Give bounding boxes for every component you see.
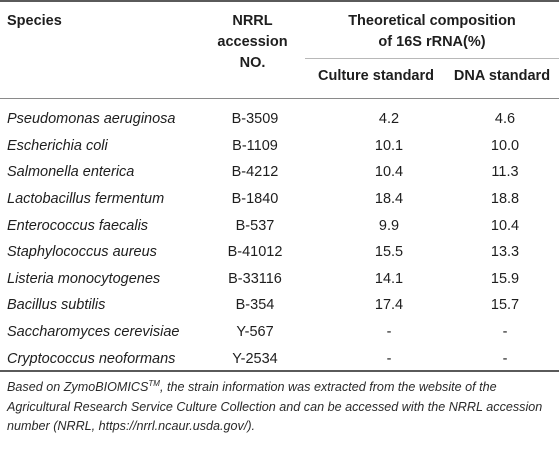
table-footnote: Based on ZymoBIOMICSTM, the strain infor… [7, 378, 555, 437]
dna-value: - [502, 350, 508, 367]
table-row: Cryptococcus neoformans Y-2534 - - [0, 345, 559, 372]
species-name: Enterococcus faecalis [7, 217, 149, 234]
culture-value: 9.9 [378, 217, 400, 234]
dna-value: 15.9 [490, 270, 520, 287]
species-name: Lactobacillus fermentum [7, 191, 165, 208]
culture-value: - [386, 350, 392, 367]
dna-value: 10.0 [490, 137, 520, 154]
species-name: Cryptococcus neoformans [7, 350, 176, 367]
accession-number: B-1109 [232, 137, 278, 154]
header-accession-line3: NO. [239, 55, 266, 71]
species-name: Pseudomonas aeruginosa [7, 111, 176, 128]
header-composition-line2: of 16S rRNA(%) [378, 34, 486, 50]
accession-number: B-33116 [228, 270, 282, 287]
culture-value: - [386, 324, 392, 341]
accession-number: B-41012 [227, 244, 283, 261]
table-bottom-rule [0, 370, 559, 372]
dna-value: 4.6 [494, 111, 516, 128]
dna-value: 10.4 [490, 217, 520, 234]
species-table-body: Pseudomonas aeruginosa B-3509 4.2 4.6 Esche… [0, 106, 559, 372]
table-row: Saccharomyces cerevisiae Y-567 - - [0, 319, 559, 346]
culture-value: 10.4 [374, 164, 404, 181]
species-name: Bacillus subtilis [7, 297, 106, 314]
culture-value: 18.4 [374, 191, 404, 208]
species-name: Saccharomyces cerevisiae [7, 324, 180, 341]
header-accession-line1: NRRL [232, 13, 273, 29]
table-row: Salmonella enterica B-4212 10.4 11.3 [0, 159, 559, 186]
table-row: Pseudomonas aeruginosa B-3509 4.2 4.6 [0, 106, 559, 133]
header-bottom-rule [0, 98, 559, 99]
header-accession: NRRL accession NO. [205, 11, 300, 74]
culture-value: 15.5 [374, 244, 404, 261]
footnote-prefix: Based on ZymoBIOMICS [7, 380, 149, 394]
dna-value: 18.8 [490, 191, 520, 208]
table-row: Bacillus subtilis B-354 17.4 15.7 [0, 292, 559, 319]
culture-value: 14.1 [374, 270, 404, 287]
species-name: Staphylococcus aureus [7, 244, 157, 261]
dna-value: 13.3 [490, 244, 520, 261]
header-species: Species [7, 13, 62, 29]
header-subrule [305, 58, 559, 59]
accession-number: B-1840 [231, 191, 279, 208]
header-dna-standard: DNA standard [453, 68, 551, 84]
species-name: Listeria monocytogenes [7, 270, 161, 287]
culture-value: 4.2 [378, 111, 400, 128]
accession-number: B-354 [235, 297, 275, 314]
culture-value: 10.1 [374, 137, 404, 154]
top-rule [0, 0, 559, 2]
header-culture-standard: Culture standard [317, 68, 434, 84]
table-row: Listeria monocytogenes B-33116 14.1 15.9 [0, 266, 559, 293]
species-table: Pseudomonas aeruginosa B-3509 4.2 4.6 Esche… [0, 106, 559, 372]
table-row: Staphylococcus aureus B-41012 15.5 13.3 [0, 239, 559, 266]
dna-value: 15.7 [490, 297, 520, 314]
header-composition-line1: Theoretical composition [348, 13, 516, 29]
species-name: Escherichia coli [7, 137, 108, 154]
accession-number: B-3509 [231, 111, 279, 128]
table-row: Escherichia coli B-1109 10.1 10.0 [0, 133, 559, 160]
header-accession-line2: accession [217, 34, 288, 50]
accession-number: Y-567 [236, 324, 274, 341]
culture-value: 17.4 [374, 297, 404, 314]
species-name: Salmonella enterica [7, 164, 135, 181]
accession-number: Y-2534 [232, 350, 278, 367]
dna-value: - [502, 324, 508, 341]
footnote-trademark: TM [148, 378, 160, 388]
accession-number: B-537 [235, 217, 275, 234]
dna-value: 11.3 [491, 164, 519, 181]
table-row: Enterococcus faecalis B-537 9.9 10.4 [0, 212, 559, 239]
footnote-text: , the strain information was extracted f… [7, 380, 543, 433]
accession-number: B-4212 [231, 164, 279, 181]
table-row: Lactobacillus fermentum B-1840 18.4 18.8 [0, 186, 559, 213]
header-composition: Theoretical composition of 16S rRNA(%) [305, 11, 559, 53]
